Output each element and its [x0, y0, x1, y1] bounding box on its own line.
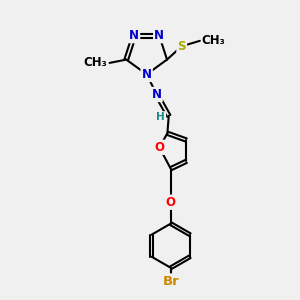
Text: O: O — [154, 141, 164, 154]
Text: Br: Br — [162, 275, 179, 288]
Text: CH₃: CH₃ — [83, 56, 107, 69]
Text: H: H — [156, 112, 165, 122]
Text: N: N — [154, 29, 164, 42]
Text: N: N — [152, 88, 162, 101]
Text: CH₃: CH₃ — [201, 34, 225, 47]
Text: S: S — [178, 40, 186, 53]
Text: N: N — [129, 29, 139, 42]
Text: O: O — [166, 196, 176, 209]
Text: N: N — [142, 68, 152, 81]
